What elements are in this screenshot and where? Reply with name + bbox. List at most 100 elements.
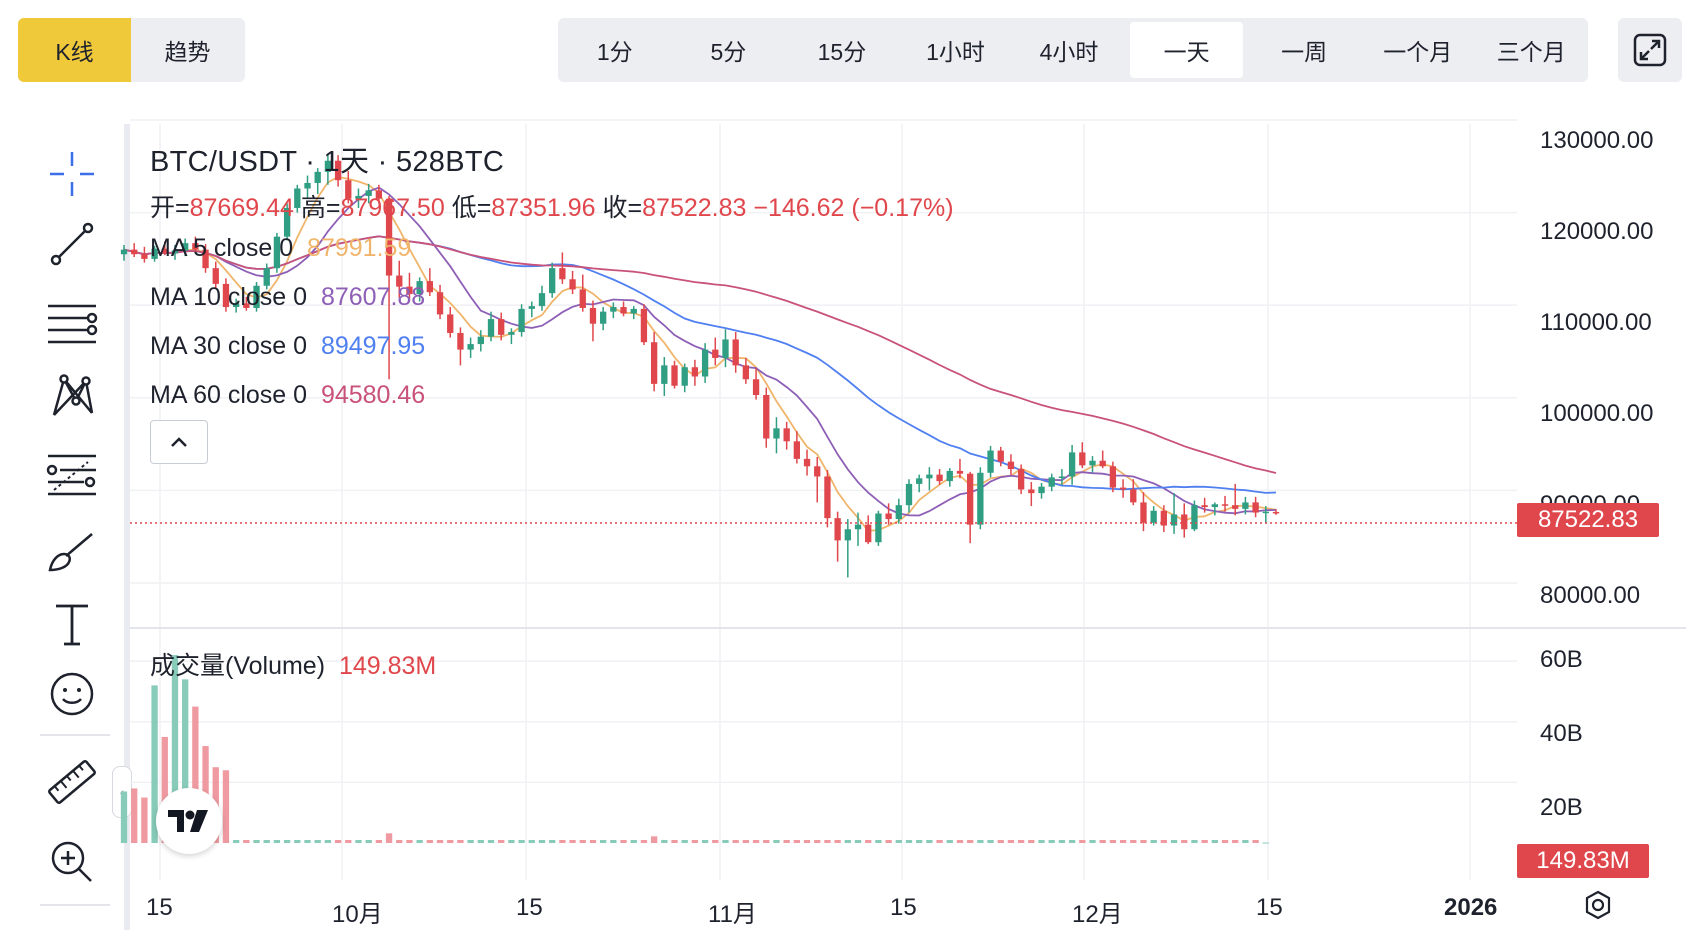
interval-1m[interactable]: 1分 [596,39,633,65]
candle-body [1272,511,1280,514]
volume-bar [477,839,484,843]
volume-bar [661,839,668,843]
volume-bar [304,839,311,843]
interval-1h[interactable]: 1小时 [926,39,985,65]
volume-bar [926,839,933,843]
time-axis-label: 15 [516,894,543,921]
candle-body [681,367,688,386]
candle-body [1130,489,1137,503]
candle-body [243,303,250,308]
volume-bar [243,839,250,843]
volume-bar [885,839,892,843]
candle-body [1160,510,1168,526]
price-axis-label: 110000.00 [1540,309,1652,336]
volume-bar [1028,839,1035,843]
volume-bar [916,839,923,843]
volume-bar [1109,839,1117,843]
candle-body [1170,514,1178,526]
interval-5m[interactable]: 5分 [710,39,747,65]
high-label: 高= [300,194,341,222]
tradingview-logo[interactable] [156,788,222,854]
volume-bar [691,839,699,843]
candle-body [977,472,984,525]
candle-body [722,339,729,358]
volume-bar [681,839,688,843]
candle-body [151,248,158,259]
horizontal-lines-icon [48,304,98,344]
volume-bar [538,839,546,843]
interval-15m[interactable]: 15分 [817,39,867,65]
fullscreen-button[interactable] [1618,18,1682,82]
interval-1w[interactable]: 一周 [1281,39,1328,65]
fib-tool[interactable] [34,442,110,506]
volume-bar [1232,839,1239,843]
ma-line-60 [123,235,1277,474]
candle-body [559,268,566,280]
volume-bar [1079,839,1086,843]
ma-line-5 [123,175,1277,532]
text-icon [56,604,88,646]
price-axis-label: 80000.00 [1540,582,1641,609]
volume-bar [345,839,352,843]
open-value: 87669.44 [189,194,294,222]
candle-body [487,319,495,337]
ma10-legend[interactable]: MA 10 close 0 87607.88 [150,283,425,312]
volume-bar [131,788,138,843]
zoom-in-tool[interactable] [34,830,110,894]
candle-body [1150,510,1157,523]
volume-bar [1181,839,1188,843]
emoji-tool[interactable] [34,662,110,726]
change-value: −146.62 (−0.17%) [753,194,954,222]
ma-value: 89497.95 [320,332,426,360]
ma5-legend[interactable]: MA 5 close 0 87991.59 [150,234,411,263]
brush-tool[interactable] [34,520,110,584]
candle-body [518,308,525,333]
candle-body [752,379,760,395]
time-axis-label: 11月 [708,901,757,928]
volume-bar [161,736,168,843]
volume-bar [579,839,586,843]
tab-kline[interactable]: K线 [18,18,131,82]
volume-bar [620,839,627,843]
candle-body [528,306,535,309]
chart-settings-button[interactable] [1583,890,1613,920]
pattern-tool[interactable] [34,365,110,429]
candle-body [701,349,709,377]
interval-3mo[interactable]: 三个月 [1496,39,1566,65]
candle-body [803,458,811,467]
collapse-legend-button[interactable] [150,420,208,464]
ma60-legend[interactable]: MA 60 close 0 94580.46 [150,381,425,410]
volume-bar [324,839,332,843]
ma-line-10 [123,186,1277,517]
volume-legend: 成交量(Volume) 149.83M [150,646,436,682]
candle-body [192,243,199,250]
crosshair-tool[interactable] [34,142,110,206]
volume-bar [365,839,372,843]
trend-line-tool[interactable] [34,212,110,276]
emoji-icon [50,672,94,716]
text-tool[interactable] [34,592,110,656]
time-axis-label: 10月 [332,901,383,928]
candle-body [671,365,678,386]
tab-trend[interactable]: 趋势 [164,39,211,65]
time-axis-label: 15 [890,894,917,921]
interval-4h[interactable]: 4小时 [1039,39,1099,65]
price-axis-label: 100000.00 [1540,400,1654,427]
interval-1mo[interactable]: 一个月 [1383,39,1453,65]
candle-body [773,428,780,439]
volume-bar [936,839,943,843]
horizontal-lines-tool[interactable] [34,290,110,354]
price-axis-label: 120000.00 [1540,218,1654,245]
volume-bar [783,839,790,843]
volume-bar [589,839,597,843]
candle-body [161,248,168,254]
ma30-legend[interactable]: MA 30 close 0 89497.95 [150,332,425,361]
interval-1d[interactable]: 一天 [1129,22,1244,78]
ruler-tool[interactable] [34,750,110,814]
volume-bar [865,839,872,843]
candle-body [589,307,597,324]
candle-body [273,236,281,269]
volume-bar [650,836,658,843]
volume-bar [375,839,383,843]
